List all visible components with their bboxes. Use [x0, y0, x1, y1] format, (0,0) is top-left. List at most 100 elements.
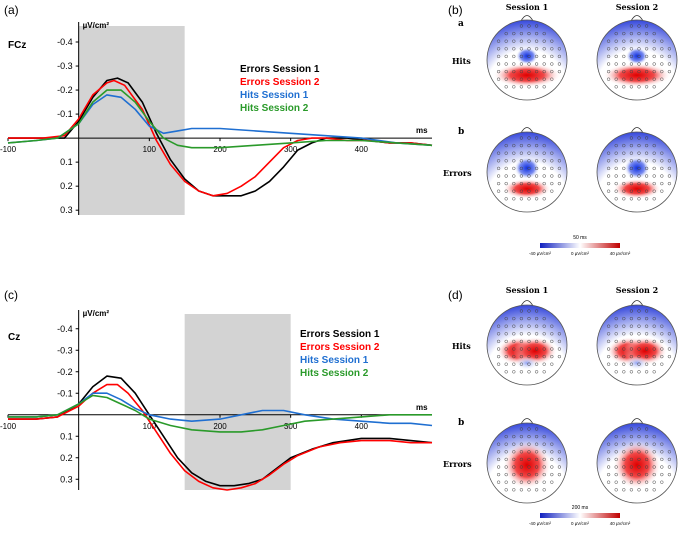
electrode-marker: [660, 339, 664, 344]
x-tick-label: 300: [284, 145, 298, 154]
electrode-marker: [622, 54, 626, 59]
activation-blob: [625, 355, 649, 371]
legend-entry: Hits Session 2: [240, 103, 309, 114]
electrode-marker: [629, 457, 634, 462]
colorbar-tick-label: 0 µV/cm²: [571, 521, 590, 526]
electrode-marker: [660, 47, 664, 51]
electrode-marker: [614, 39, 618, 43]
electrode-marker: [512, 181, 516, 186]
electrode-marker: [629, 69, 634, 74]
activation-blob: [503, 441, 551, 489]
x-tick-label: 200: [213, 422, 227, 431]
electrode-marker: [512, 62, 516, 66]
electrode-marker: [629, 488, 634, 492]
electrode-marker: [527, 159, 531, 163]
electrode-marker: [542, 54, 546, 59]
electrode-marker: [519, 151, 524, 155]
electrode-marker: [614, 151, 618, 155]
electrode-marker: [542, 166, 546, 171]
head-outline: [486, 304, 568, 386]
electrode-marker: [606, 480, 611, 484]
electrode-marker: [519, 39, 524, 43]
electrode-marker: [622, 457, 626, 462]
electrode-marker: [660, 457, 664, 462]
y-tick-label: 0.1: [60, 431, 73, 441]
electrode-marker: [504, 465, 508, 469]
electrode-marker: [512, 39, 516, 43]
electrode-marker: [652, 62, 656, 66]
electrode-marker: [534, 24, 539, 28]
y-tick-label: 0.1: [60, 157, 73, 167]
electrode-marker: [614, 480, 618, 484]
electrode-marker: [534, 362, 539, 366]
electrode-marker: [606, 181, 611, 186]
electrode-marker: [542, 85, 546, 89]
electrode-marker: [614, 54, 618, 59]
electrode-marker: [629, 174, 634, 178]
electrode-marker: [534, 54, 539, 59]
electrode-marker: [644, 174, 649, 178]
session-1-header: Session 1: [506, 285, 548, 295]
electrode-marker: [614, 354, 618, 359]
nose-shape: [520, 418, 534, 425]
nose-shape: [630, 300, 644, 307]
electrode-marker: [652, 332, 656, 336]
legend-entry: Hits Session 2: [300, 368, 369, 379]
electrode-marker: [512, 362, 516, 366]
electrode-marker: [512, 54, 516, 59]
electrode-marker: [614, 174, 618, 178]
electrode-marker: [534, 457, 539, 462]
activation-blob: [514, 156, 540, 180]
y-axis-unit: µV/cm²: [83, 309, 110, 318]
electrode-marker: [660, 69, 664, 74]
electrode-marker: [557, 174, 562, 178]
electrode-marker: [512, 339, 516, 344]
electrode-marker: [652, 197, 656, 201]
electrode-marker: [534, 166, 539, 171]
electrode-marker: [660, 151, 664, 155]
electrode-marker: [496, 166, 501, 171]
electrode-marker: [534, 136, 539, 140]
electrode-marker: [614, 47, 618, 51]
electrode-marker: [550, 465, 554, 469]
nose-shape: [520, 127, 534, 134]
nose-shape: [520, 15, 534, 22]
electrode-marker: [496, 77, 501, 81]
electrode-marker: [622, 39, 626, 43]
x-axis-unit: ms: [416, 403, 428, 412]
electrode-marker: [534, 442, 539, 446]
electrode-marker: [637, 370, 641, 374]
electrode-marker: [496, 339, 501, 344]
x-axis-unit: ms: [416, 126, 428, 135]
y-tick-label: -0.1: [57, 388, 73, 398]
row-label-hits: Hits: [452, 56, 471, 66]
electrode-marker: [622, 362, 626, 366]
electrode-marker: [512, 197, 516, 201]
electrode-marker: [519, 472, 524, 477]
electrode-marker: [512, 442, 516, 446]
electrode-marker: [614, 472, 618, 477]
electrode-marker: [504, 442, 508, 446]
electrode-marker: [660, 324, 664, 328]
electrode-marker: [496, 457, 501, 462]
electrode-marker: [622, 465, 626, 469]
electrode-marker: [504, 31, 508, 36]
electrode-marker: [606, 465, 611, 469]
electrode-marker: [504, 332, 508, 336]
electrode-marker: [527, 69, 531, 74]
electrode-marker: [527, 339, 531, 344]
electrode-marker: [534, 324, 539, 328]
head-outline: [486, 19, 568, 101]
electrode-marker: [527, 181, 531, 186]
electrode-marker: [504, 434, 508, 439]
electrode-marker: [496, 472, 501, 477]
electrode-marker: [504, 39, 508, 43]
electrode-marker: [519, 189, 524, 193]
electrode-marker: [637, 362, 641, 366]
electrode-marker: [652, 174, 656, 178]
electrode-marker: [550, 324, 554, 328]
electrode-marker: [629, 354, 634, 359]
electrode-marker: [614, 316, 618, 321]
electrode-marker: [652, 354, 656, 359]
time-label: 200 ms: [572, 505, 589, 511]
